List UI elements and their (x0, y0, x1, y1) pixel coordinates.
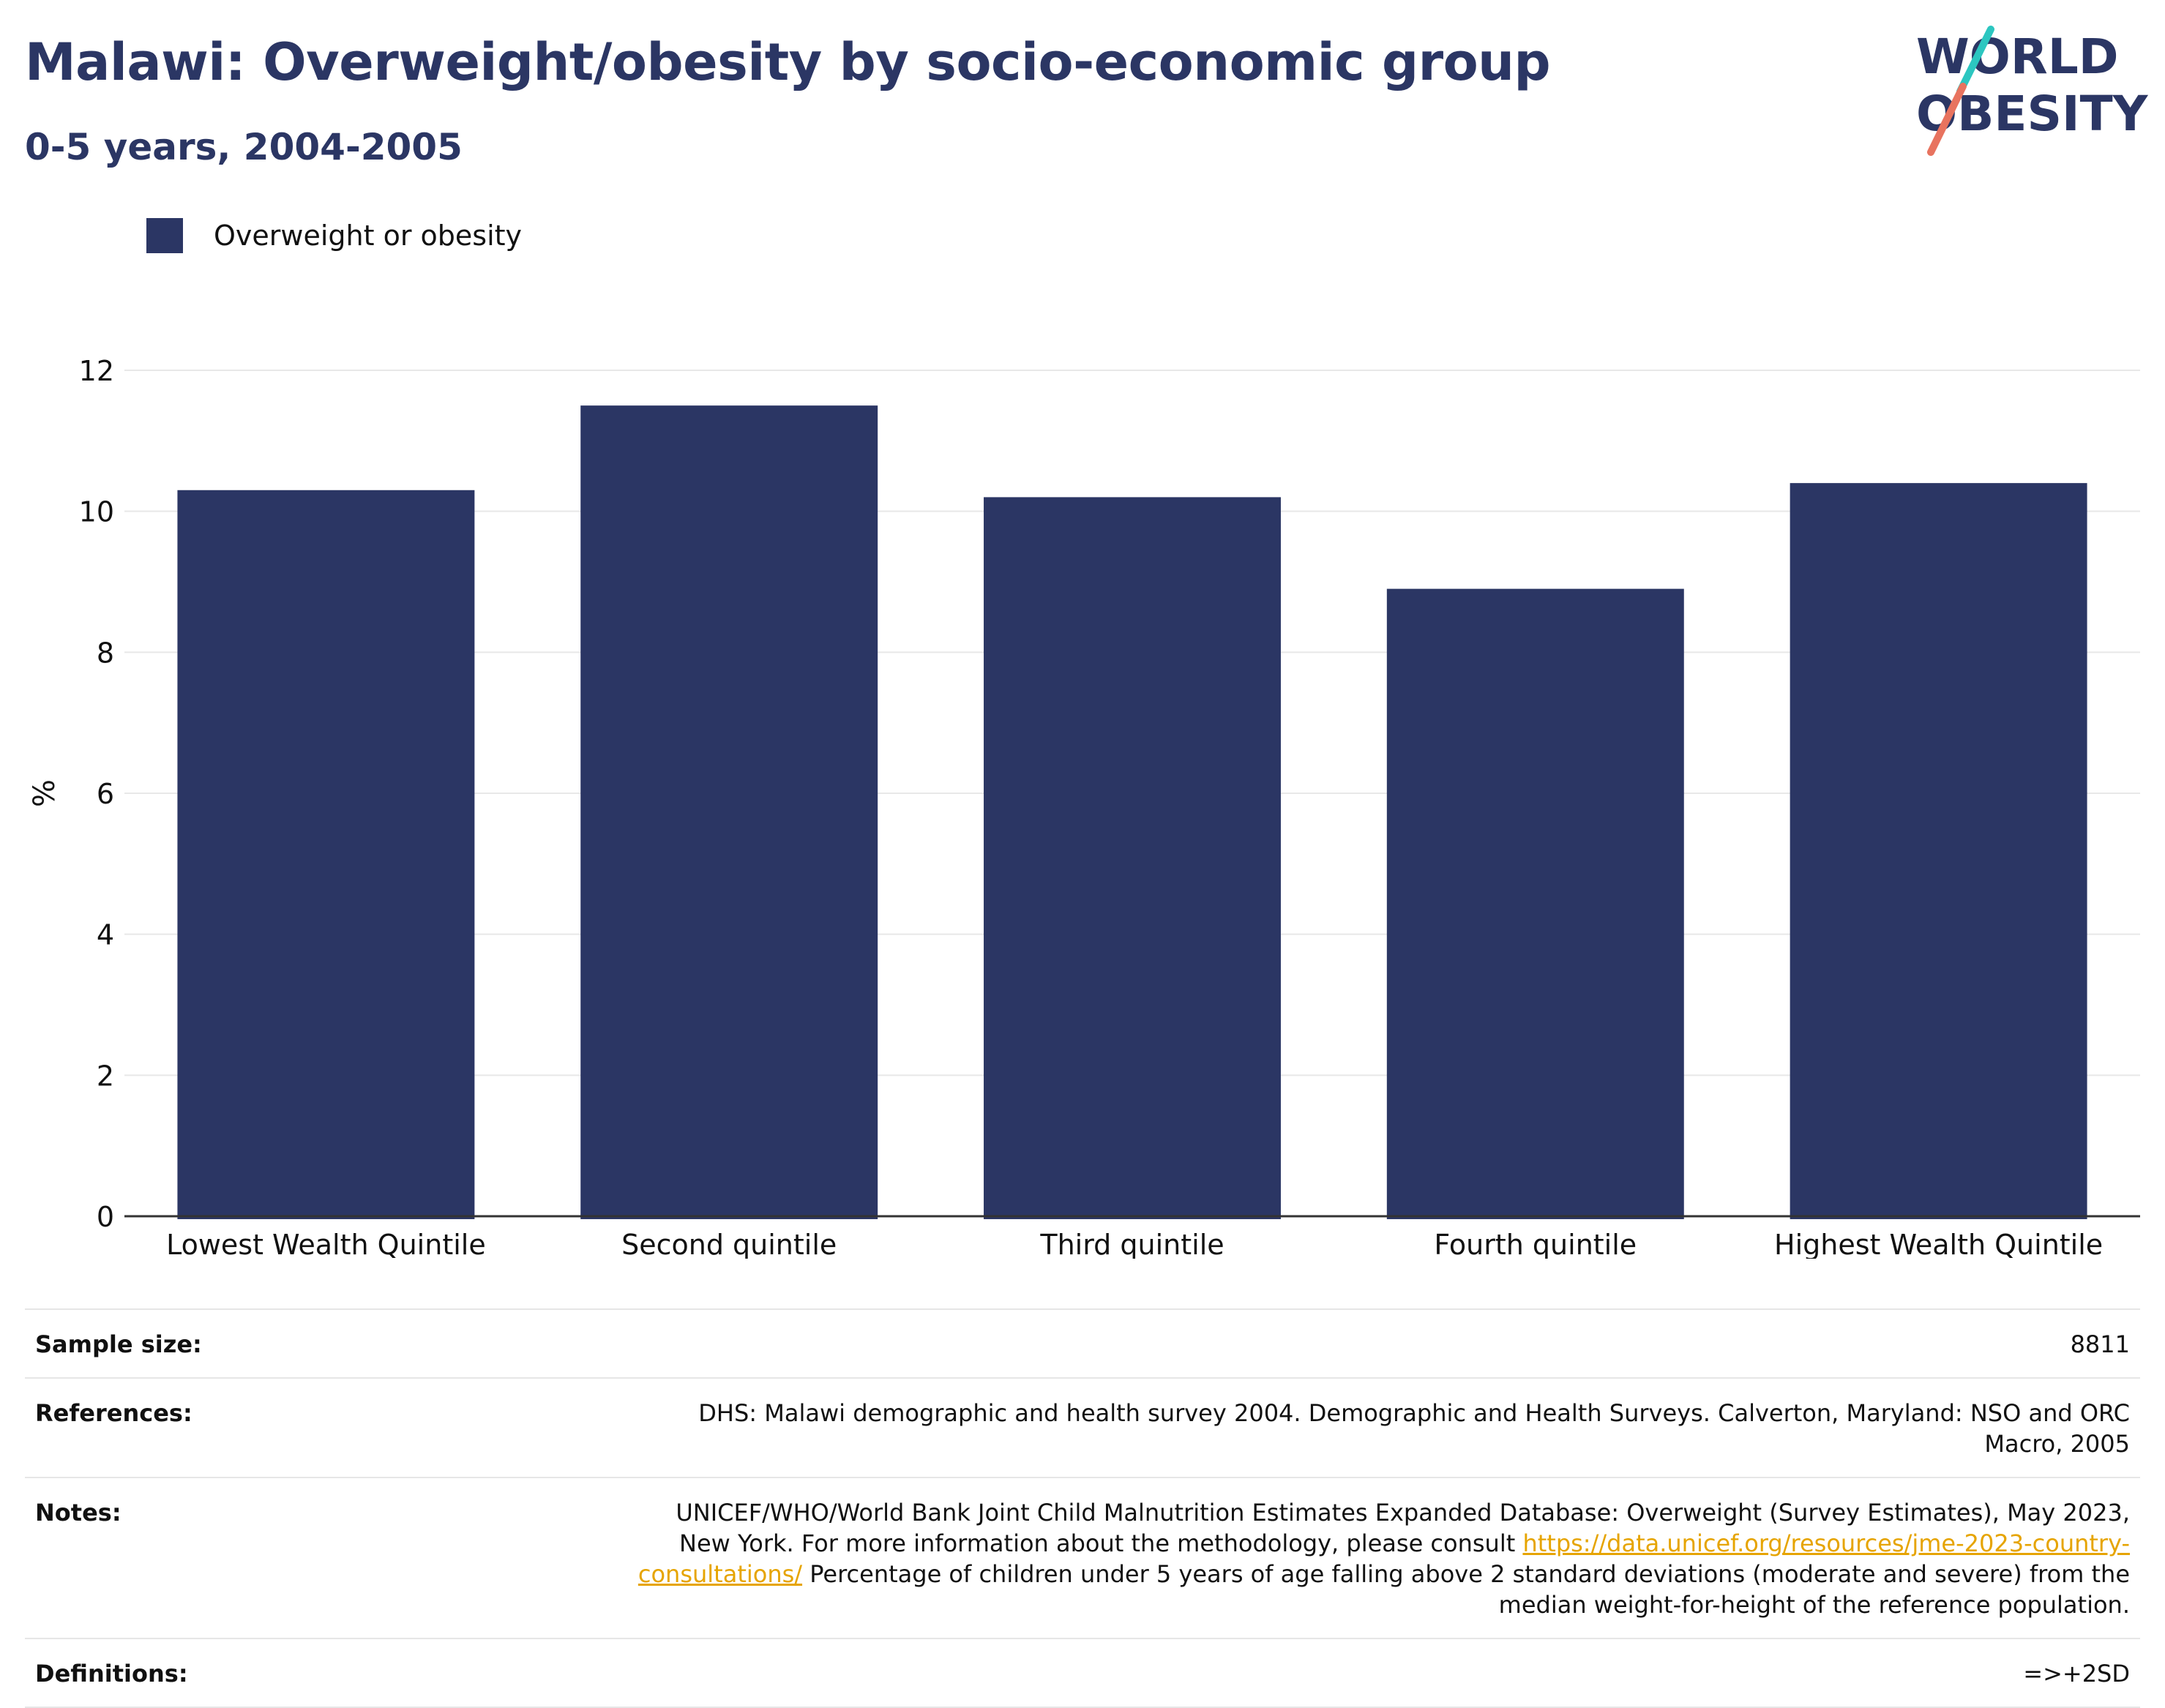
y-tick-label: 8 (97, 637, 114, 669)
page-title: Malawi: Overweight/obesity by socio-econ… (25, 32, 1551, 92)
y-tick-label: 12 (79, 355, 114, 387)
bar (984, 497, 1281, 1219)
x-tick-label: Fourth quintile (1434, 1229, 1637, 1259)
legend-label: Overweight or obesity (214, 220, 523, 252)
bar (580, 405, 878, 1219)
logo-slash-coral (1927, 83, 1967, 156)
x-tick-label: Highest Wealth Quintile (1774, 1229, 2103, 1259)
meta-row-sample-size: Sample size: 8811 (25, 1308, 2140, 1377)
y-tick-label: 4 (97, 919, 114, 951)
notes-text-before: UNICEF/WHO/World Bank Joint Child Malnut… (676, 1499, 2130, 1557)
y-tick-label: 10 (79, 496, 114, 528)
y-tick-label: 6 (97, 778, 114, 810)
meta-row-notes: Notes: UNICEF/WHO/World Bank Joint Child… (25, 1477, 2140, 1638)
world-obesity-logo: WORLD OBESITY (1916, 26, 2149, 156)
notes-value: UNICEF/WHO/World Bank Joint Child Malnut… (629, 1497, 2130, 1620)
logo-slash-teal (1956, 26, 1994, 95)
bar (1386, 588, 1684, 1219)
definitions-value: =>+2SD (2023, 1660, 2130, 1688)
bar (1790, 483, 2087, 1219)
sample-size-value: 8811 (2070, 1330, 2130, 1358)
notes-text-after: Percentage of children under 5 years of … (802, 1560, 2130, 1619)
y-tick-label: 0 (97, 1201, 114, 1233)
notes-link[interactable]: https://data.unicef.org/resources/jme-20… (637, 1529, 2130, 1588)
chart-legend: Overweight or obesity (146, 218, 522, 253)
x-tick-label: Third quintile (1039, 1229, 1224, 1259)
definitions-label: Definitions: (35, 1660, 188, 1688)
references-value: DHS: Malawi demographic and health surve… (698, 1399, 2130, 1458)
y-axis-label: % (28, 779, 61, 807)
meta-row-definitions: Definitions: =>+2SD (25, 1638, 2140, 1708)
legend-swatch (146, 218, 183, 253)
notes-label: Notes: (35, 1499, 121, 1527)
x-tick-label: Second quintile (621, 1229, 837, 1259)
x-tick-label: Lowest Wealth Quintile (166, 1229, 486, 1259)
page-subtitle: 0-5 years, 2004-2005 (25, 126, 463, 168)
meta-row-references: References: DHS: Malawi demographic and … (25, 1377, 2140, 1477)
logo-line1: WORLD (1916, 29, 2119, 85)
bar-chart: 0 2 4 6 8 10 12% Lowest Wealth Quintile Second q… (28, 355, 2140, 1259)
metadata-table: Sample size: 8811 References: DHS: Malaw… (25, 1308, 2140, 1708)
sample-size-label: Sample size: (35, 1330, 202, 1358)
bar (177, 490, 475, 1219)
y-tick-label: 2 (97, 1060, 114, 1092)
references-label: References: (35, 1399, 192, 1427)
